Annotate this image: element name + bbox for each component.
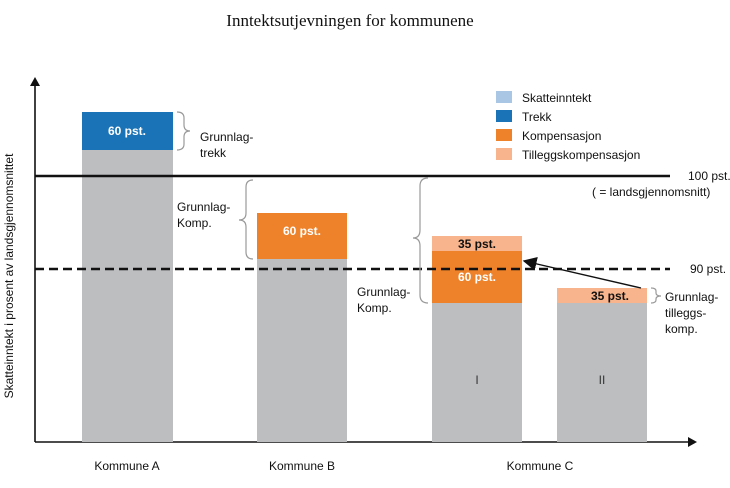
annot-b-1: Grunnlag- — [177, 200, 230, 214]
legend-label-kompensasjon: Kompensasjon — [522, 129, 601, 143]
bar-c2-tax — [557, 303, 647, 442]
bar-b-komp — [257, 213, 347, 259]
line-100-label: 100 pst. — [688, 169, 730, 183]
bar-c1-komp-label: 60 pst. — [458, 270, 496, 284]
bar-c1-tillegg — [432, 236, 522, 251]
x-axis-arrow — [688, 437, 697, 447]
category-label-b: Kommune B — [269, 459, 335, 473]
legend-label-tillegg: Tilleggskompensasjon — [522, 148, 640, 162]
chart-title: Inntektsutjevningen for kommunene — [226, 11, 473, 30]
bar-c1-tillegg-label: 35 pst. — [458, 237, 496, 251]
bar-a-tax — [82, 150, 173, 442]
brace-c — [412, 177, 429, 304]
annot-c-2: Komp. — [357, 301, 392, 315]
annot-c2-3: komp. — [665, 322, 698, 336]
legend-swatch-trekk — [496, 110, 512, 122]
legend-label-skatteinntekt: Skatteinntekt — [522, 91, 592, 105]
legend-label-trekk: Trekk — [522, 110, 553, 124]
bar-a-trekk-label: 60 pst. — [108, 124, 146, 138]
bar-c2-sublabel: II — [599, 373, 606, 387]
annot-c-1: Grunnlag- — [357, 285, 410, 299]
bar-b-tax — [257, 259, 347, 442]
brace-b — [238, 179, 254, 260]
bar-a-trekk — [82, 112, 173, 150]
legend-swatch-skatteinntekt — [496, 91, 512, 103]
transfer-arrow — [522, 257, 642, 289]
y-axis-label: Skatteinntekt i prosent av landsgjennoms… — [2, 153, 16, 398]
annot-a-1: Grunnlag- — [200, 130, 253, 144]
category-label-c: Kommune C — [507, 459, 574, 473]
bar-c1-komp — [432, 251, 522, 303]
annot-c2-2: tilleggs- — [665, 306, 706, 320]
bar-c2-tillegg — [557, 288, 647, 303]
annot-b-2: Komp. — [177, 216, 212, 230]
category-label-a: Kommune A — [94, 459, 159, 473]
bar-c1-sublabel: I — [475, 373, 478, 387]
brace-c2 — [650, 287, 662, 304]
brace-a — [176, 111, 191, 151]
bar-c2-tillegg-label: 35 pst. — [591, 289, 629, 303]
legend-swatch-tillegg — [496, 148, 512, 160]
line-100-note: ( = landsgjennomsnitt) — [592, 185, 710, 199]
line-90-label: 90 pst. — [690, 262, 726, 276]
bar-b-komp-label: 60 pst. — [283, 224, 321, 238]
legend-swatch-kompensasjon — [496, 129, 512, 141]
annot-c2-1: Grunnlag- — [665, 290, 718, 304]
y-axis-arrow — [30, 77, 40, 86]
bar-c1-tax — [432, 303, 522, 442]
legend: Skatteinntekt Trekk Kompensasjon Tillegg… — [496, 91, 640, 162]
annot-a-2: trekk — [200, 146, 227, 160]
